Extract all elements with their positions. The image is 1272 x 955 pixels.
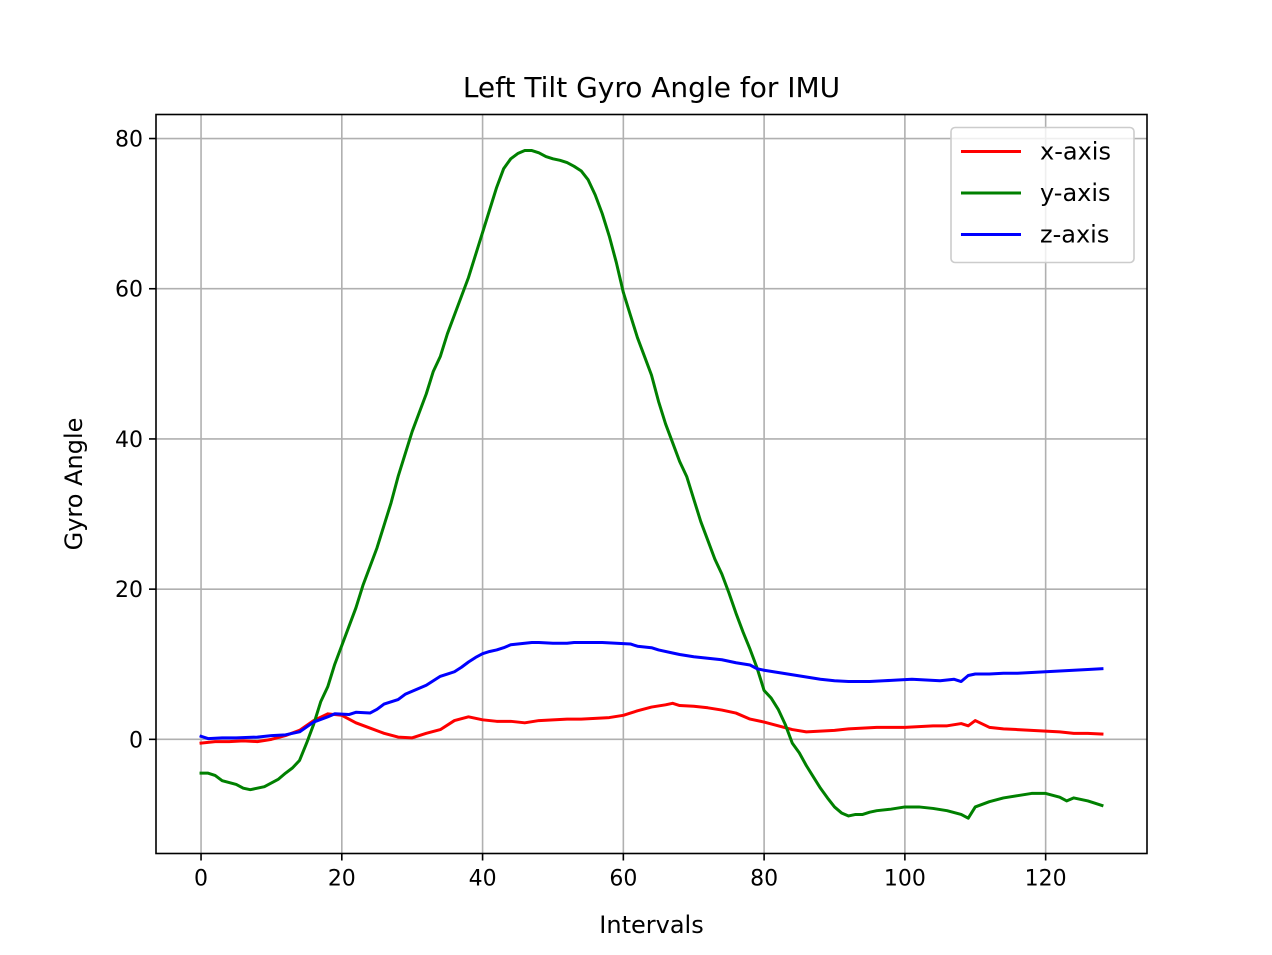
gridlines xyxy=(156,114,1147,854)
x-tick-label: 120 xyxy=(1025,867,1067,892)
y-tick-label: 80 xyxy=(115,128,143,153)
chart-title: Left Tilt Gyro Angle for IMU xyxy=(463,71,840,104)
series-lines xyxy=(199,149,1104,820)
series-line-x-axis xyxy=(199,701,1104,745)
x-tick-label: 80 xyxy=(750,867,778,892)
x-tick-label: 40 xyxy=(469,867,497,892)
series-line-z-axis xyxy=(199,640,1104,741)
y-tick-label: 20 xyxy=(115,578,143,603)
x-tick-label: 100 xyxy=(884,867,926,892)
y-tick-label: 60 xyxy=(115,278,143,303)
x-tick-label: 20 xyxy=(328,867,356,892)
y-axis-label: Gyro Angle xyxy=(60,418,88,551)
y-tick-label: 40 xyxy=(115,428,143,453)
legend-label: x-axis xyxy=(1040,138,1111,166)
x-tick-label: 60 xyxy=(609,867,637,892)
plot-frame xyxy=(155,113,1148,855)
axis-ticks: 0 20 40 60 80 100 120 0 20 40 60 80 xyxy=(115,128,1067,892)
legend-box xyxy=(950,126,1135,264)
legend: x-axis y-axis z-axis xyxy=(950,126,1135,264)
legend-label: y-axis xyxy=(1040,179,1111,207)
legend-label: z-axis xyxy=(1040,221,1109,249)
x-tick-label: 0 xyxy=(194,867,208,892)
x-axis-label: Intervals xyxy=(599,911,703,939)
series-line-y-axis xyxy=(199,149,1104,820)
y-tick-label: 0 xyxy=(129,728,143,753)
